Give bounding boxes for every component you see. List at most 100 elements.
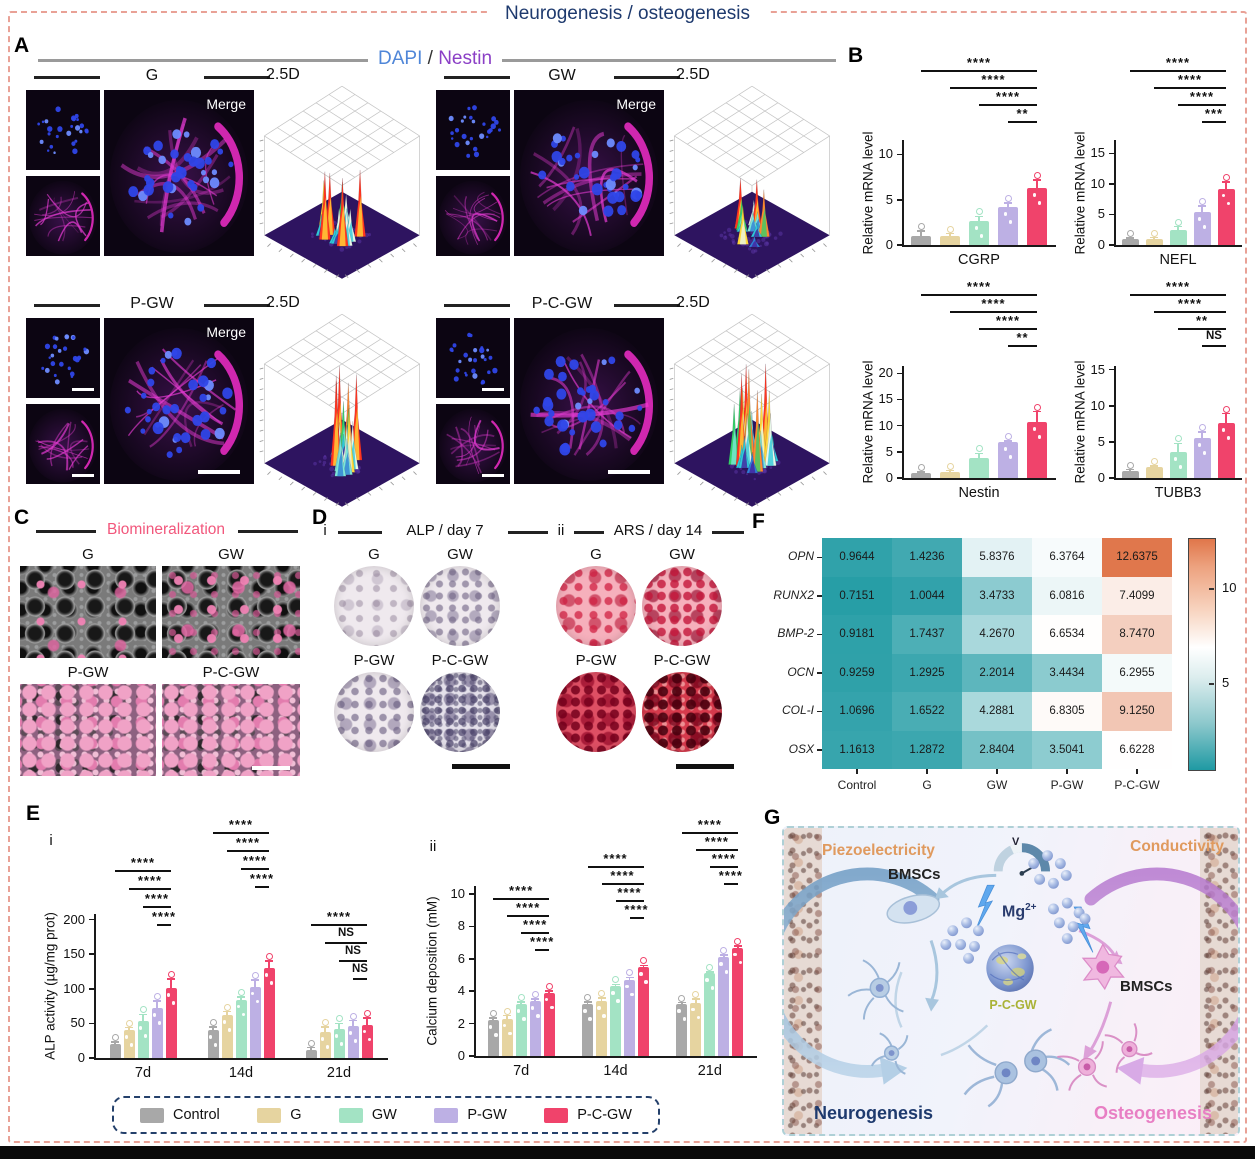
data-dot <box>530 1005 535 1010</box>
category-label: 7d <box>513 1063 530 1079</box>
significance-line <box>311 924 367 926</box>
significance-line <box>339 960 367 962</box>
alp-well-image <box>420 672 500 752</box>
heatmap-cell: 1.0044 <box>892 576 962 615</box>
error-bar <box>520 1001 522 1005</box>
error-bar <box>642 965 645 967</box>
group-header-line <box>34 76 100 79</box>
chart-calcium: 0 2 4 6 8 10 Calcium deposition (mM) 7d **** ****… <box>420 817 765 1090</box>
significance-label: **** <box>130 855 156 870</box>
significance-line <box>129 888 171 890</box>
nestin-image <box>436 404 510 484</box>
significance-label: **** <box>235 835 261 850</box>
dapi-image <box>26 318 100 398</box>
error-bar <box>1177 226 1179 230</box>
col-tick <box>1066 769 1068 774</box>
data-dot <box>138 1026 143 1030</box>
data-dot <box>269 981 274 985</box>
data-dot <box>1197 443 1202 447</box>
data-dot <box>367 1037 372 1042</box>
significance-label: **** <box>516 900 541 915</box>
y-tick <box>469 1055 474 1057</box>
y-tick <box>1109 244 1114 246</box>
bar <box>1145 238 1163 245</box>
bar <box>333 1028 345 1058</box>
data-dot <box>353 1039 358 1043</box>
panel-e-label: E <box>26 802 41 825</box>
error-bar <box>709 971 711 974</box>
mg-ion-cluster-right <box>1048 897 1091 944</box>
data-point-marker <box>1004 433 1012 441</box>
error-cap <box>1222 181 1230 183</box>
scale-bar <box>482 388 504 391</box>
y-tick-label: 20 <box>878 365 893 381</box>
heatmap-col-label: Control <box>837 778 877 792</box>
dapi-image <box>436 90 510 170</box>
data-dot <box>724 970 729 974</box>
bar <box>998 206 1018 245</box>
heatmap-col-label: GW <box>986 778 1008 792</box>
y-tick-label: 10 <box>1090 175 1105 191</box>
bar <box>704 973 716 1056</box>
bar <box>501 1018 513 1056</box>
significance-label: **** <box>995 89 1021 104</box>
alp-well-image <box>420 566 500 646</box>
bar <box>543 992 555 1056</box>
significance-line <box>921 294 1037 296</box>
data-dot <box>516 1009 521 1013</box>
panel-d-i-line-right <box>508 531 548 534</box>
y-axis <box>1114 140 1116 246</box>
panel-d-i-line-left <box>338 531 382 534</box>
data-dot <box>250 991 255 996</box>
bottom-black-bar <box>0 1146 1255 1159</box>
header-sep: / <box>422 48 439 69</box>
bar <box>123 1030 135 1058</box>
heatmap-cell: 0.7151 <box>822 576 892 615</box>
dapi-image <box>26 90 100 170</box>
category-label: CGRP <box>958 252 1000 268</box>
data-dot <box>644 979 648 984</box>
error-bar <box>695 999 697 1003</box>
y-axis-title: Relative mRNA level <box>860 360 876 484</box>
significance-line <box>601 883 644 885</box>
chart-cgrp: 0 5 10 Relative mRNA level CGRP **** **** **** *… <box>856 55 1068 273</box>
dapi-label: DAPI <box>378 48 423 69</box>
y-axis-title: ALP activity (µg/mg prot) <box>42 912 58 1060</box>
error-bar <box>1036 411 1038 422</box>
y-tick-label: 150 <box>63 946 85 962</box>
heatmap-cell: 12.6375 <box>1102 538 1172 577</box>
x-axis <box>474 1056 757 1058</box>
data-dot <box>227 1028 232 1032</box>
significance-label: **** <box>617 885 642 900</box>
heatmap-col-label: G <box>922 778 932 792</box>
error-cap <box>251 978 259 981</box>
error-bar <box>600 998 603 1001</box>
error-cap <box>625 976 634 979</box>
colorbar-tick-mark <box>1209 588 1214 590</box>
data-dot <box>334 1033 339 1038</box>
y-tick <box>1109 152 1114 155</box>
error-cap <box>1150 236 1158 239</box>
bar <box>624 979 635 1056</box>
data-point-marker <box>321 1018 329 1026</box>
ars-well-image <box>642 566 722 646</box>
sem-group-label: P-C-GW <box>202 664 260 681</box>
bar <box>718 957 730 1056</box>
error-bar <box>1225 413 1227 424</box>
group-header-line <box>34 304 100 307</box>
data-point-marker <box>706 963 714 971</box>
significance-line <box>1178 104 1226 106</box>
error-cap <box>705 971 714 973</box>
data-dot <box>691 1007 696 1012</box>
neuron-pair-center <box>963 1028 1071 1108</box>
significance-line <box>950 311 1037 313</box>
group-header-line <box>204 76 270 79</box>
y-tick-label: 10 <box>450 886 465 902</box>
data-point-marker <box>598 990 605 998</box>
data-dot <box>549 1005 554 1010</box>
bar <box>235 999 247 1058</box>
dapi-image <box>436 318 510 398</box>
col-tick <box>1136 769 1138 774</box>
y-tick <box>1109 404 1114 407</box>
category-label: 21d <box>326 1065 352 1081</box>
